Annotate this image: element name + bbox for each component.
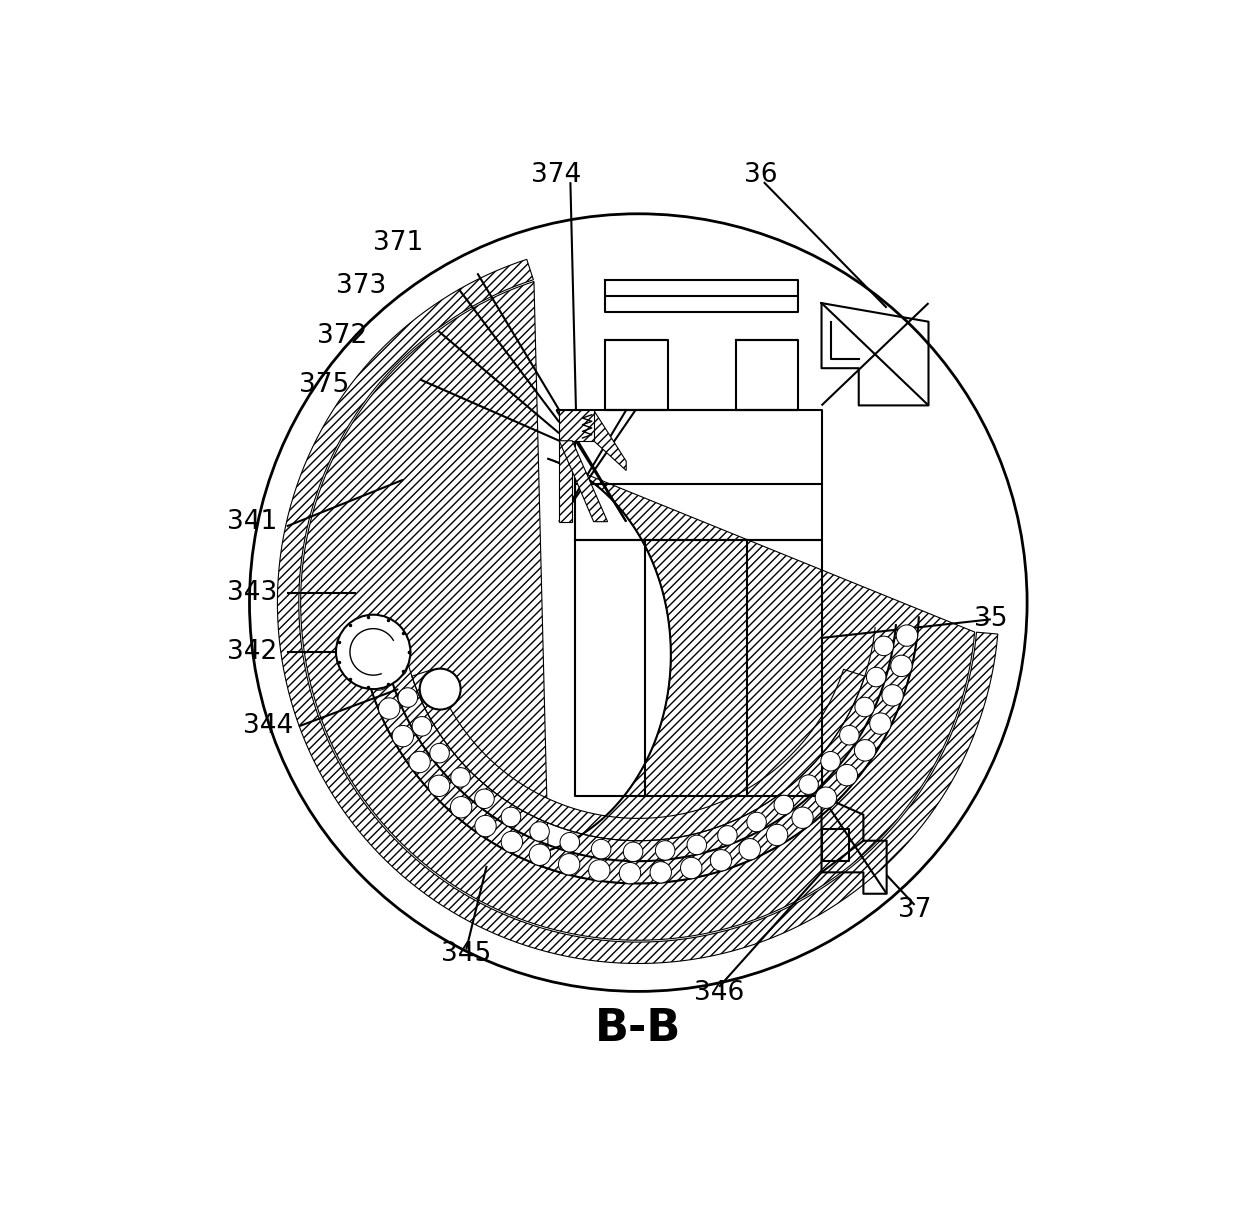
Circle shape	[388, 657, 407, 676]
Circle shape	[815, 786, 837, 808]
Polygon shape	[559, 441, 608, 522]
Circle shape	[398, 687, 418, 707]
Text: 35: 35	[975, 606, 1008, 632]
Circle shape	[409, 751, 430, 773]
Circle shape	[650, 861, 671, 883]
Circle shape	[867, 667, 885, 687]
Polygon shape	[300, 281, 975, 940]
Circle shape	[687, 835, 707, 855]
Circle shape	[529, 821, 549, 841]
Circle shape	[560, 832, 579, 852]
Circle shape	[430, 743, 449, 763]
Polygon shape	[594, 410, 626, 470]
Text: 373: 373	[336, 273, 386, 300]
Polygon shape	[559, 441, 572, 522]
Polygon shape	[559, 410, 594, 441]
Circle shape	[475, 815, 496, 837]
Circle shape	[681, 858, 702, 878]
Circle shape	[392, 726, 414, 747]
Circle shape	[591, 840, 611, 859]
Circle shape	[419, 669, 460, 709]
Circle shape	[718, 825, 738, 846]
Circle shape	[558, 854, 580, 875]
Text: 346: 346	[694, 980, 744, 1006]
Text: 372: 372	[317, 323, 367, 349]
Circle shape	[799, 774, 818, 795]
Circle shape	[368, 669, 389, 690]
Circle shape	[451, 767, 470, 788]
Circle shape	[854, 739, 875, 761]
Circle shape	[739, 838, 760, 860]
Circle shape	[854, 697, 874, 716]
Circle shape	[428, 776, 450, 796]
Circle shape	[501, 807, 521, 826]
Circle shape	[874, 637, 894, 656]
Text: 345: 345	[441, 941, 491, 968]
Circle shape	[836, 765, 858, 786]
Circle shape	[711, 849, 732, 871]
Circle shape	[821, 751, 841, 771]
Text: 374: 374	[531, 162, 582, 187]
Circle shape	[475, 789, 495, 808]
Circle shape	[882, 685, 903, 705]
Polygon shape	[278, 260, 998, 964]
Circle shape	[766, 824, 787, 846]
Text: 343: 343	[227, 580, 278, 606]
Circle shape	[839, 726, 859, 745]
Circle shape	[619, 863, 641, 884]
Text: B-B: B-B	[595, 1007, 682, 1050]
Circle shape	[746, 812, 766, 832]
Circle shape	[792, 807, 813, 829]
Polygon shape	[412, 669, 864, 841]
Circle shape	[361, 639, 382, 661]
Text: 371: 371	[373, 230, 423, 256]
Circle shape	[890, 655, 913, 676]
Circle shape	[897, 625, 918, 646]
Text: 341: 341	[227, 509, 278, 535]
Circle shape	[624, 842, 642, 861]
Text: 344: 344	[243, 713, 293, 739]
Circle shape	[589, 860, 610, 881]
Text: 342: 342	[227, 639, 278, 664]
Circle shape	[378, 698, 401, 719]
Circle shape	[450, 796, 472, 818]
Circle shape	[656, 841, 675, 860]
Text: 36: 36	[744, 162, 777, 187]
Circle shape	[529, 844, 551, 865]
Circle shape	[774, 795, 794, 814]
Circle shape	[412, 716, 432, 736]
Circle shape	[336, 615, 410, 689]
Circle shape	[501, 831, 522, 853]
Text: 37: 37	[898, 896, 931, 923]
Circle shape	[869, 713, 892, 734]
Text: 375: 375	[299, 372, 348, 397]
